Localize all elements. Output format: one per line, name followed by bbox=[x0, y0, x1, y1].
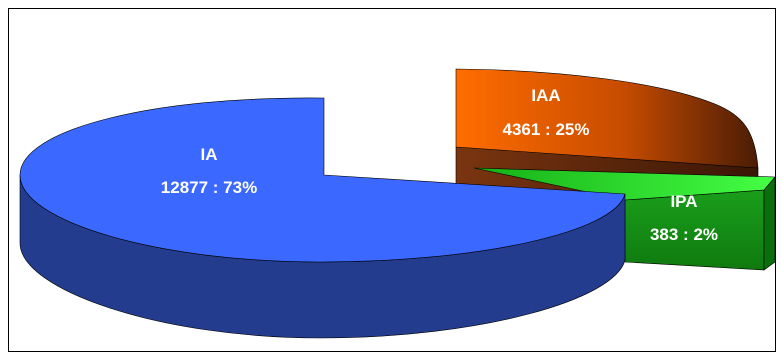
slice-ipa-label: 383 : 2% bbox=[650, 225, 718, 244]
slice-ipa-top bbox=[473, 167, 776, 201]
slice-ia-name: IA bbox=[201, 145, 218, 164]
slice-ia-top bbox=[19, 97, 626, 263]
slice-iaa-name: IAA bbox=[531, 86, 560, 105]
slice-ia-label: 12877 : 73% bbox=[161, 178, 257, 197]
slice-ipa-right-face bbox=[763, 176, 776, 271]
slice-iaa-top bbox=[455, 68, 759, 169]
slice-ia bbox=[19, 97, 626, 339]
slice-ipa-name: IPA bbox=[670, 192, 697, 211]
slice-iaa-label: 4361 : 25% bbox=[503, 120, 590, 139]
slice-ipa bbox=[473, 167, 776, 271]
